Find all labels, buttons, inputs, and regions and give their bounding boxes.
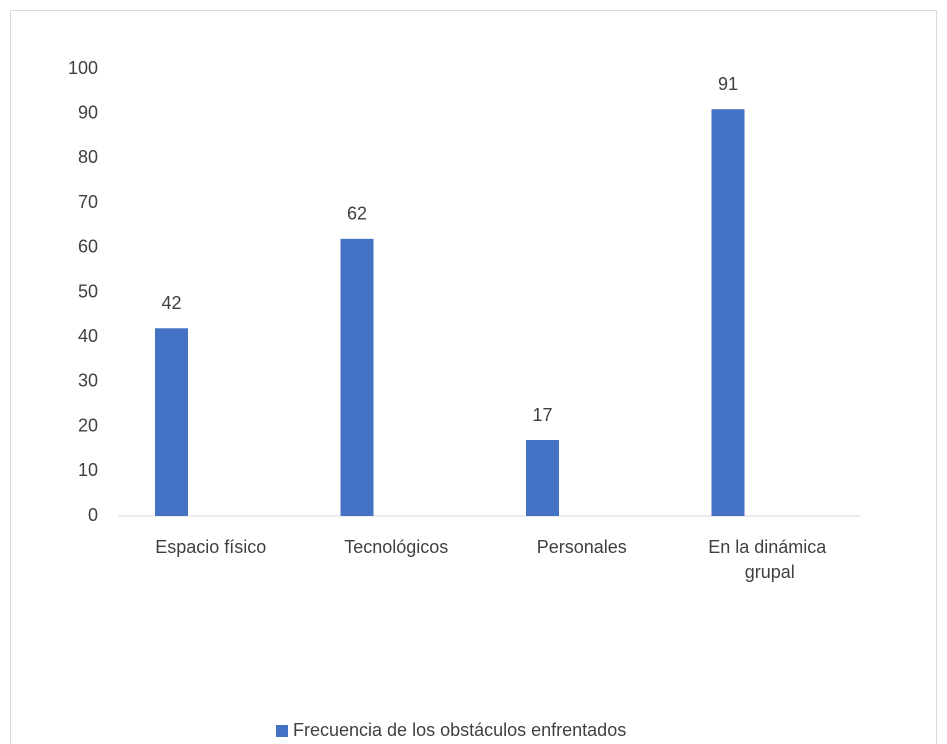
data-label: 42 xyxy=(161,293,181,313)
x-tick-label: Tecnológicos xyxy=(344,537,448,557)
y-tick-label: 30 xyxy=(78,371,98,391)
legend-swatch xyxy=(276,725,288,737)
bar xyxy=(526,440,559,516)
x-tick-label: Personales xyxy=(537,537,627,557)
y-tick-label: 40 xyxy=(78,326,98,346)
bar xyxy=(711,109,745,516)
y-tick-label: 60 xyxy=(78,237,98,257)
y-tick-label: 10 xyxy=(78,460,98,480)
data-label: 91 xyxy=(718,74,738,94)
legend-label: Frecuencia de los obstáculos enfrentados xyxy=(293,720,626,740)
y-tick-label: 50 xyxy=(78,281,98,301)
y-tick-label: 90 xyxy=(78,102,98,122)
y-tick-label: 70 xyxy=(78,192,98,212)
chart-border xyxy=(10,10,937,744)
data-label: 62 xyxy=(347,204,367,224)
bar xyxy=(155,328,188,516)
y-tick-label: 80 xyxy=(78,147,98,167)
y-tick-label: 0 xyxy=(88,505,98,525)
y-tick-label: 100 xyxy=(68,58,98,78)
x-tick-label: Espacio físico xyxy=(155,537,266,557)
x-tick-label: En la dinámica grupal xyxy=(708,537,827,582)
bar xyxy=(340,238,374,517)
y-tick-label: 20 xyxy=(78,415,98,435)
data-label: 17 xyxy=(532,405,552,425)
